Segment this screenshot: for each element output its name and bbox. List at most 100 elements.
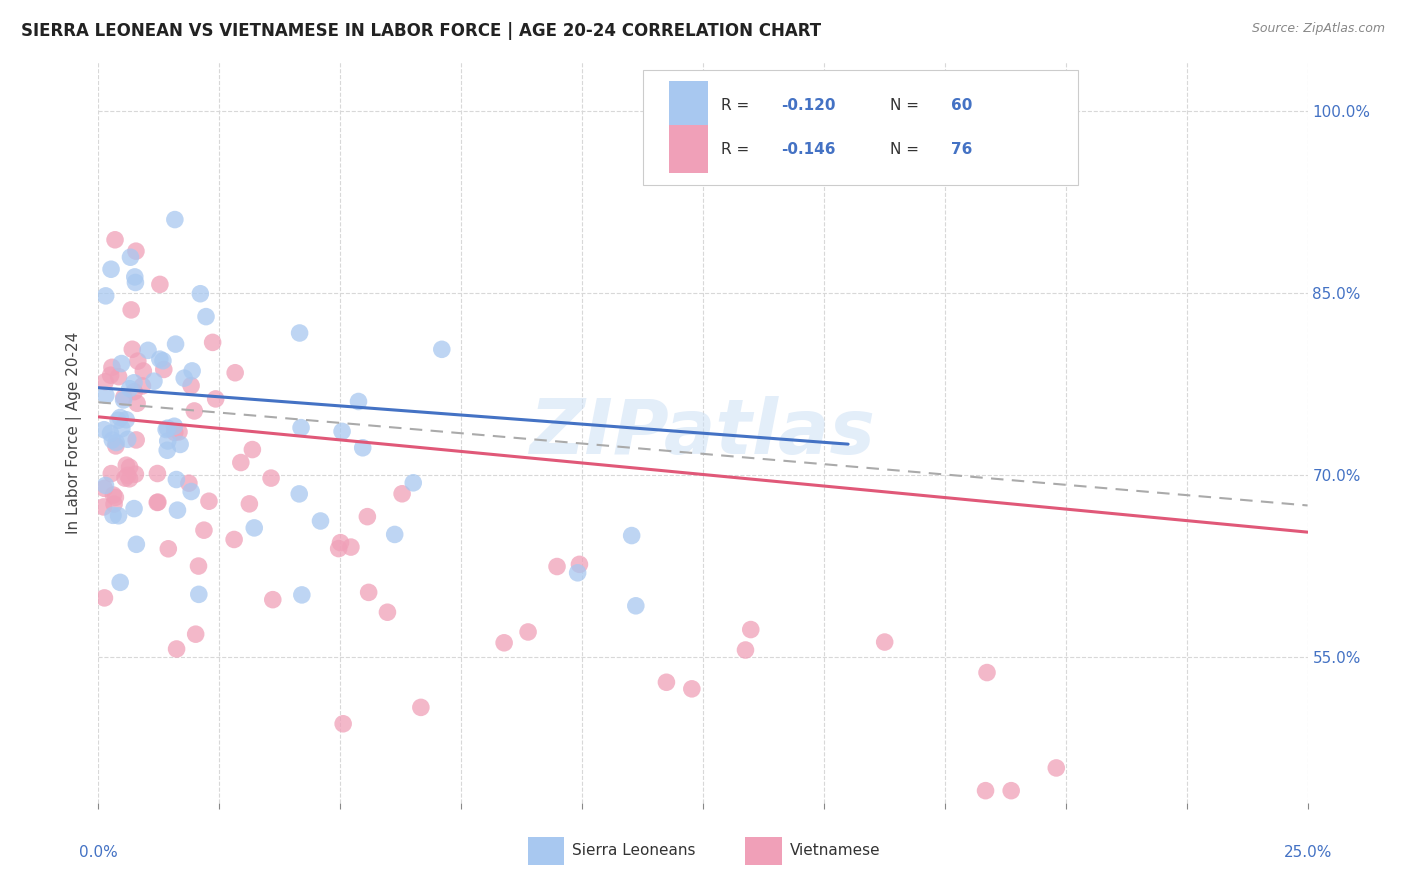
Point (112, 390, 135, 404)
Point (156, 434, 179, 448)
Point (165, 337, 187, 351)
Point (122, 501, 145, 516)
Point (124, 269, 146, 284)
FancyBboxPatch shape (643, 70, 1078, 185)
Point (181, 364, 204, 378)
Bar (527, 837, 564, 865)
Point (681, 681, 703, 696)
Text: 60: 60 (950, 98, 973, 112)
Point (131, 379, 153, 393)
Point (740, 623, 762, 637)
Text: Vietnamese: Vietnamese (790, 844, 880, 858)
Point (332, 716, 354, 731)
Text: N =: N = (890, 98, 924, 112)
Point (120, 302, 142, 317)
Point (180, 484, 202, 499)
Point (110, 357, 132, 371)
Point (103, 488, 125, 502)
Point (329, 535, 352, 549)
Point (93, 481, 115, 495)
Point (125, 244, 148, 259)
Point (156, 443, 179, 458)
Point (260, 471, 283, 485)
Point (100, 262, 122, 277)
Point (157, 541, 180, 556)
Point (384, 527, 406, 541)
Point (107, 508, 129, 523)
Point (1000, 783, 1022, 797)
Point (118, 472, 141, 486)
Point (517, 624, 540, 639)
Point (1045, 761, 1067, 775)
Point (132, 364, 155, 378)
Point (377, 605, 399, 619)
Point (107, 413, 129, 427)
Point (309, 514, 332, 528)
Y-axis label: In Labor Force | Age 20-24: In Labor Force | Age 20-24 (66, 332, 83, 533)
Point (127, 354, 149, 368)
Point (430, 343, 453, 357)
Point (165, 473, 187, 487)
Point (146, 495, 169, 509)
Point (94, 478, 117, 492)
Point (391, 487, 413, 501)
Point (100, 467, 122, 481)
Point (357, 585, 380, 599)
Point (104, 233, 127, 247)
Point (105, 435, 128, 450)
Point (121, 343, 143, 357)
Bar (669, 125, 707, 173)
Point (101, 433, 124, 447)
Point (152, 353, 174, 368)
Point (118, 382, 141, 396)
Point (112, 392, 135, 407)
Point (201, 335, 224, 350)
Text: -0.120: -0.120 (782, 98, 837, 112)
Text: Sierra Leoneans: Sierra Leoneans (572, 844, 696, 858)
Point (187, 559, 209, 574)
Point (108, 575, 131, 590)
Point (149, 277, 172, 292)
Point (167, 425, 190, 439)
Point (204, 392, 226, 406)
Point (142, 374, 165, 388)
Point (115, 413, 138, 427)
Point (974, 783, 997, 797)
Text: Source: ZipAtlas.com: Source: ZipAtlas.com (1251, 22, 1385, 36)
Point (100, 426, 122, 441)
Point (118, 460, 141, 475)
Point (976, 665, 998, 680)
Bar (745, 837, 782, 865)
Point (183, 404, 205, 418)
Point (100, 368, 122, 383)
Text: 25.0%: 25.0% (1284, 846, 1331, 860)
Point (155, 423, 177, 437)
Point (163, 419, 186, 434)
Point (224, 533, 246, 547)
Point (494, 636, 516, 650)
Point (107, 369, 129, 384)
Point (409, 700, 432, 714)
Point (110, 410, 132, 425)
Point (104, 491, 127, 505)
Point (195, 310, 218, 324)
Text: 0.0%: 0.0% (79, 846, 118, 860)
Point (243, 521, 266, 535)
Point (122, 376, 145, 390)
Point (124, 276, 146, 290)
Point (356, 509, 378, 524)
Point (163, 212, 186, 227)
Point (188, 286, 211, 301)
Point (111, 422, 134, 436)
Point (224, 366, 246, 380)
Point (93, 423, 115, 437)
Point (169, 437, 191, 451)
Point (104, 439, 127, 453)
Point (153, 362, 176, 376)
Point (125, 537, 148, 551)
Point (177, 476, 200, 491)
Point (173, 371, 195, 385)
Point (94, 289, 117, 303)
Bar (669, 81, 707, 129)
Point (103, 497, 125, 511)
